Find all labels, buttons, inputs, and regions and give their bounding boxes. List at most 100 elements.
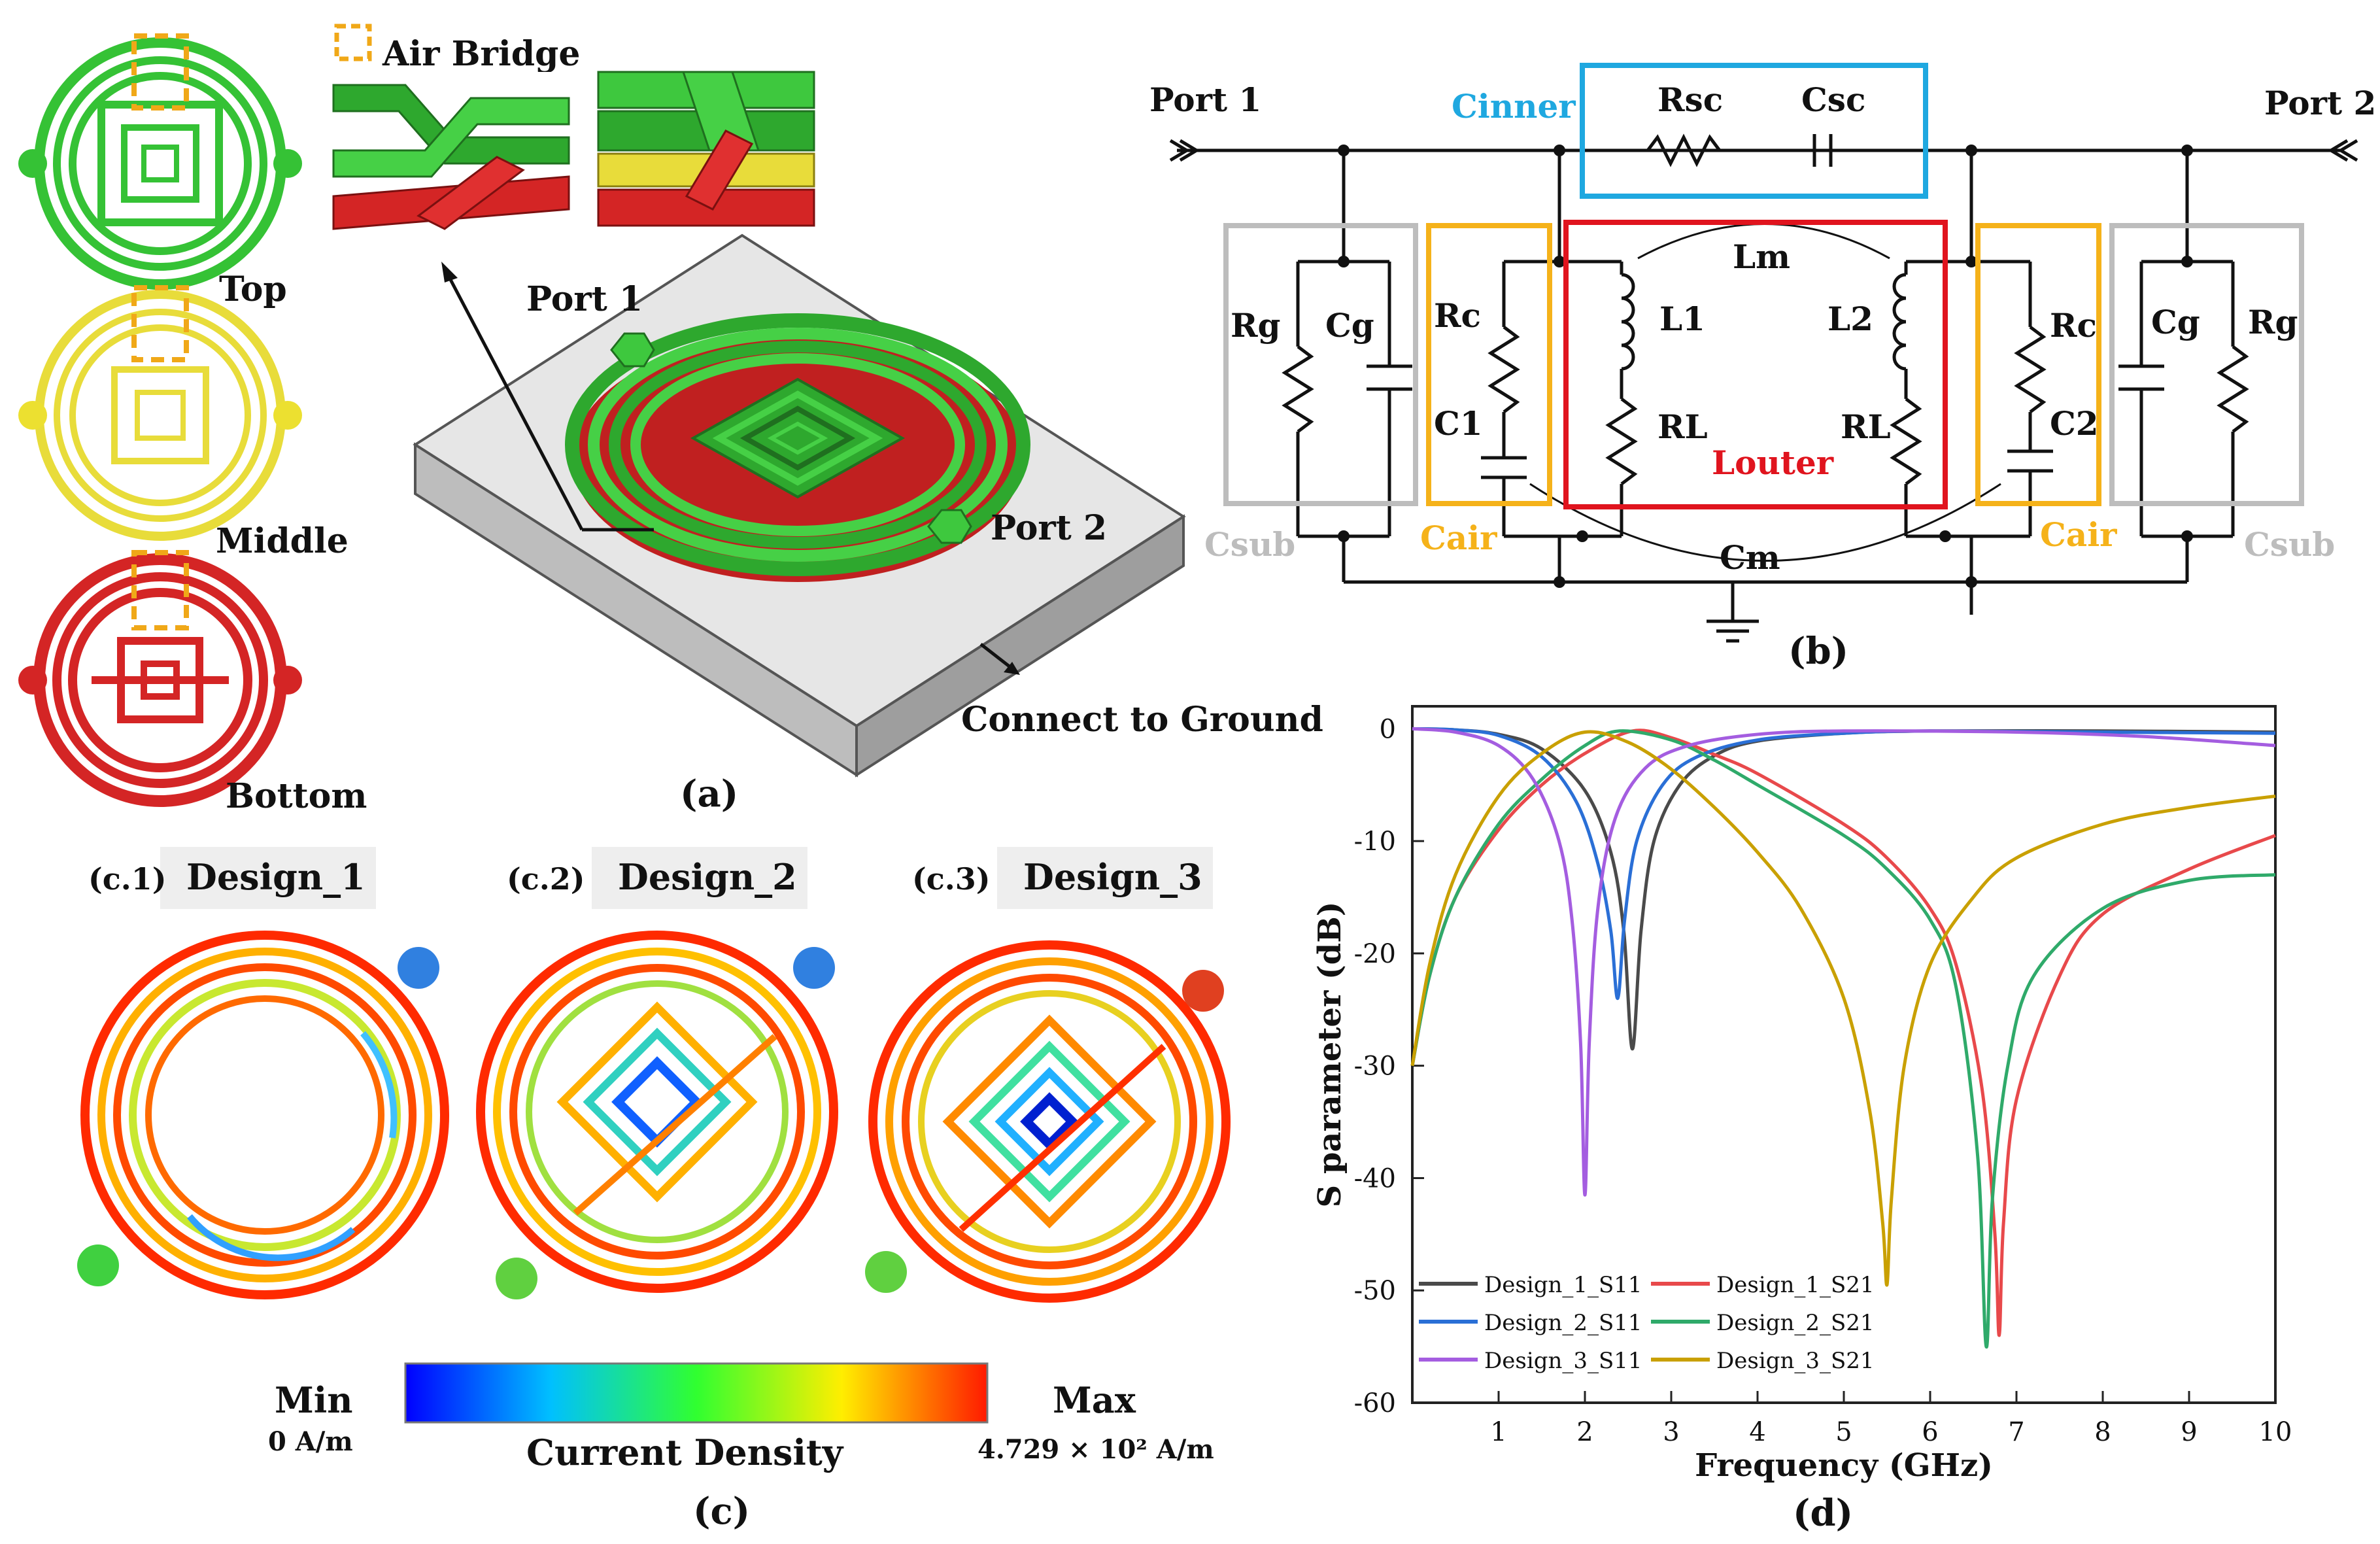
cair-left-box [1426,223,1552,506]
x-tick-label: 10 [2259,1417,2292,1447]
b-port1-label: Port 1 [1149,80,1261,119]
csub-right-label: Csub [2244,525,2335,564]
csub-right-box [2109,223,2304,506]
ground-label: Connect to Ground [961,700,1323,740]
csub-left-label: Csub [1204,525,1295,564]
panel-c: (c.1) Design_1 (c.2) Design_2 (c.3) Desi… [77,847,1231,1533]
cg-right-label: Cg [2151,303,2200,341]
y-tick-label: -10 [1354,827,1396,857]
coil-3d [565,313,1030,582]
cinner-box [1580,63,1928,199]
y-tick-label: 0 [1380,714,1396,744]
design3-tag-box [997,847,1213,909]
design1-tag-box [160,847,376,909]
legend-label: Design_1_S11 [1484,1272,1642,1298]
x-tick-label: 2 [1576,1417,1593,1447]
panel-b [1169,133,2358,643]
x-tick-label: 1 [1490,1417,1506,1447]
l2-label: L2 [1828,300,1873,338]
caption-d: (d) [1793,1492,1853,1535]
y-tick-label: -20 [1354,939,1396,969]
c1-label: C1 [1434,404,1483,443]
layer-top-label: Top [219,269,287,309]
legend-label: Design_3_S11 [1484,1348,1642,1374]
legend-label: Design_2_S11 [1484,1310,1642,1336]
design1-name: Design_1 [186,856,366,898]
air-bridge-label: Air Bridge [382,34,581,74]
layer-bottom-icon [18,550,302,807]
cg-left-label: Cg [1325,306,1374,345]
y-tick-label: -50 [1354,1276,1396,1306]
air-bridge-marker-icon [334,24,372,61]
series-line-design-1-s21 [1410,729,2276,1337]
design3-name: Design_3 [1023,856,1202,898]
s-parameter-chart: 1 2 3 4 5 6 7 8 9 10 0 -10 -20 -30 -40 -50 -60 Frequency … [1312,705,2292,1484]
colorbar-min-value: 0 A/m [268,1426,353,1457]
c2-tag: (c.2) [507,861,585,897]
colorbar-title: Current Density [526,1432,844,1473]
rc-left-label: Rc [1434,296,1481,335]
layer-middle-icon [18,285,302,541]
legend-label: Design_3_S21 [1716,1348,1875,1374]
air-bridge-zoom-left [332,72,575,235]
legend-label: Design_1_S21 [1716,1272,1875,1298]
rl-right-label: RL [1841,407,1891,446]
colorbar-min-label: Min [275,1379,353,1421]
colorbar-max-label: Max [1053,1379,1136,1421]
y-axis-label: S parameter (dB) [1312,901,1348,1207]
current-density-colorbar [404,1362,989,1424]
series-line-design-2-s21 [1410,729,2276,1348]
series-line-design-3-s21 [1410,730,2276,1287]
csc-label: Csc [1801,80,1865,119]
caption-a: (a) [680,772,738,815]
c1-tag: (c.1) [88,861,167,897]
design2-tag-box [592,847,808,909]
caption-b: (b) [1788,630,1848,673]
b-port2-label: Port 2 [2264,84,2376,122]
csub-left-box [1223,223,1418,506]
l1-label: L1 [1659,300,1705,338]
design2-name: Design_2 [618,856,797,898]
rg-right-label: Rg [2248,303,2298,341]
x-tick-label: 3 [1663,1417,1679,1447]
x-axis-label: Frequency (GHz) [1695,1447,1993,1484]
layer-middle-label: Middle [216,521,348,561]
c3-tag: (c.3) [912,861,991,897]
rg-left-label: Rg [1231,306,1281,345]
x-tick-label: 6 [1922,1417,1938,1447]
design1-current-map [77,931,449,1299]
y-tick-label: -60 [1354,1388,1396,1418]
cm-label: Cm [1720,538,1780,577]
lm-label: Lm [1733,237,1790,276]
x-tick-label: 7 [2008,1417,2024,1447]
a-port1-label: Port 1 [526,279,643,319]
layer-top-icon [18,33,302,290]
ground-arrow [979,643,1012,668]
y-tick-label: -40 [1354,1163,1396,1193]
panel-a: Top Middle Bottom Air Brid [18,24,1323,816]
cair-right-label: Cair [2040,515,2117,554]
series-line-design-3-s11 [1412,727,2276,1197]
port1-terminal-icon [1169,139,1190,162]
x-tick-label: 4 [1749,1417,1765,1447]
cair-left-label: Cair [1420,519,1497,557]
design2-current-map [476,931,838,1299]
design3-current-map [865,940,1231,1303]
layer-bottom-label: Bottom [226,776,367,816]
series-line-design-2-s11 [1412,727,2276,1001]
colorbar-max-value: 4.729 × 10² A/m [978,1434,1214,1465]
plot-frame [1411,705,2277,1404]
cinner-label: Cinner [1452,87,1576,126]
rc-right-label: Rc [2050,306,2097,345]
caption-c: (c) [693,1490,750,1533]
louter-box [1563,220,1948,509]
rl-left-label: RL [1658,407,1708,446]
legend-label: Design_2_S21 [1716,1310,1875,1336]
port2-terminal-icon [2328,139,2349,162]
c2-label: C2 [2050,404,2099,443]
zoom-arrow-line [446,273,584,531]
louter-label: Louter [1712,443,1834,482]
cair-right-box [1975,223,2101,506]
y-tick-label: -30 [1354,1052,1396,1082]
